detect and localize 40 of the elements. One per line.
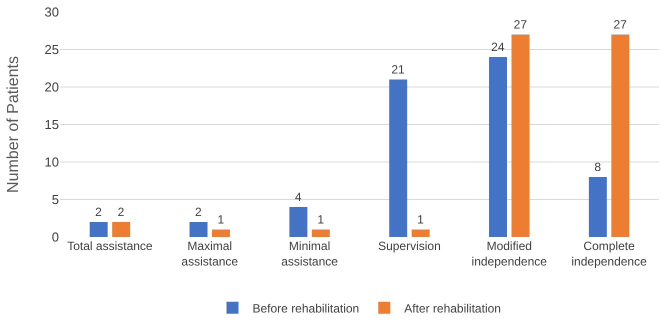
data-label: 24 bbox=[491, 40, 505, 54]
x-tick-label: Total assistance bbox=[67, 239, 153, 253]
bar bbox=[611, 34, 630, 237]
data-label: 2 bbox=[95, 205, 102, 219]
y-tick-label: 25 bbox=[44, 42, 59, 58]
data-label: 2 bbox=[118, 205, 125, 219]
data-label: 1 bbox=[417, 212, 424, 226]
legend-label: After rehabilitation bbox=[404, 301, 501, 316]
bar bbox=[412, 230, 430, 237]
legend-label: Before rehabilitation bbox=[252, 301, 360, 316]
bar bbox=[190, 222, 208, 237]
bar bbox=[112, 222, 130, 237]
x-tick-label: Supervision bbox=[378, 239, 441, 253]
y-axis-title: Number of Patients bbox=[5, 56, 22, 193]
bar bbox=[588, 177, 607, 237]
bar bbox=[489, 57, 507, 237]
x-tick-label: Minimal assistance bbox=[281, 239, 338, 269]
bar bbox=[312, 230, 330, 237]
y-tick-label: 10 bbox=[44, 154, 59, 170]
bar bbox=[389, 80, 408, 237]
y-tick-label: 15 bbox=[44, 117, 59, 132]
data-label: 27 bbox=[613, 18, 628, 32]
bar bbox=[289, 207, 308, 237]
bar bbox=[512, 34, 530, 237]
data-label: 2 bbox=[195, 205, 202, 219]
data-label: 21 bbox=[391, 62, 406, 76]
x-tick-label: Maximal assistance bbox=[181, 239, 238, 269]
y-tick-label: 0 bbox=[52, 230, 59, 245]
y-tick-label: 20 bbox=[44, 80, 59, 95]
data-label: 27 bbox=[514, 18, 528, 32]
y-tick-label: 30 bbox=[44, 4, 59, 20]
x-tick-label: Modified independence bbox=[472, 239, 548, 269]
y-tick-label: 5 bbox=[52, 192, 59, 208]
data-label: 1 bbox=[317, 212, 324, 226]
data-label: 1 bbox=[217, 212, 224, 226]
bar bbox=[212, 230, 230, 237]
data-label: 4 bbox=[294, 190, 302, 204]
data-label: 8 bbox=[594, 160, 602, 174]
bar bbox=[90, 222, 108, 237]
x-tick-label: Complete independence bbox=[571, 239, 648, 269]
